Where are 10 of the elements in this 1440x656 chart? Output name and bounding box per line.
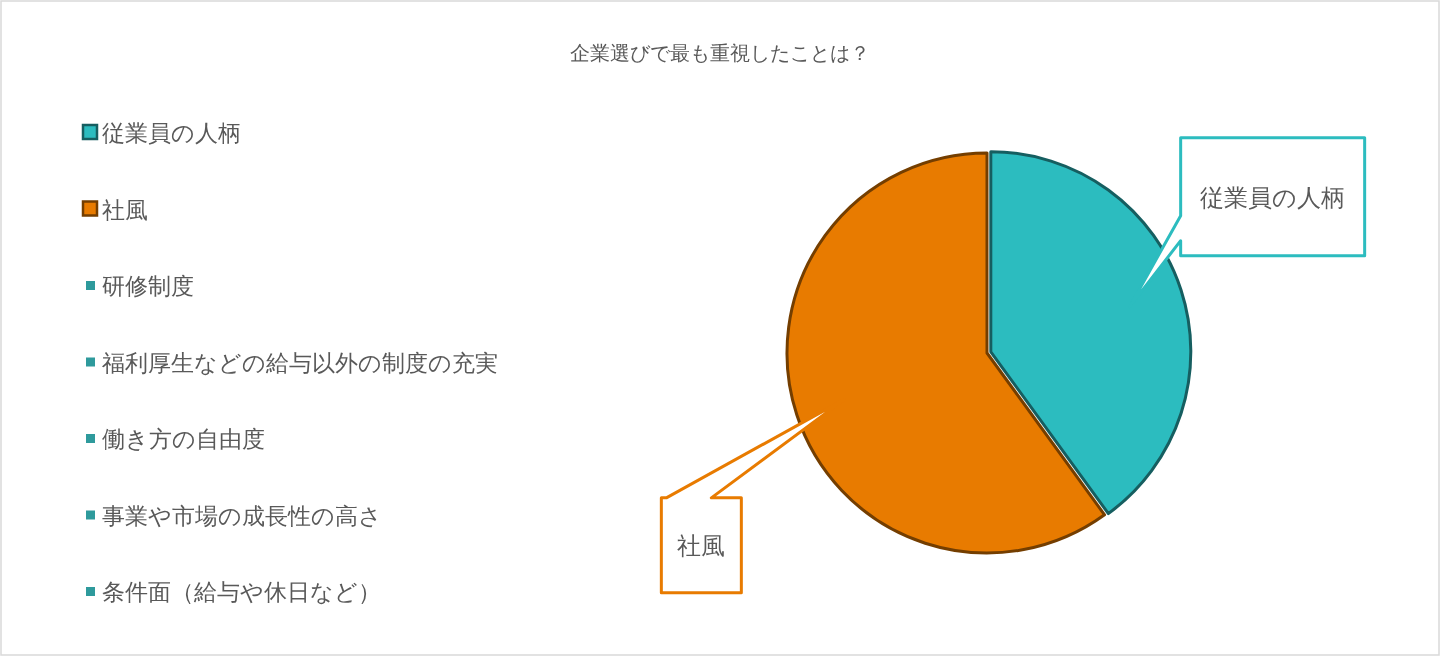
legend-label: 条件面（給与や休日など） [102,579,381,605]
legend-label: 研修制度 [102,273,194,299]
data-label: 社風 [677,532,726,561]
legend-label: 福利厚生などの給与以外の制度の充実 [102,349,498,376]
legend-label: 事業や市場の成長性の高さ [102,502,382,529]
legend-label: 社風 [102,196,148,223]
legend-label: 従業員の人柄 [102,120,241,146]
chart-title: 企業選びで最も重視したことは？ [570,41,870,65]
legend-label: 働き方の自由度 [102,426,265,452]
data-label: 従業員の人柄 [1200,183,1346,212]
